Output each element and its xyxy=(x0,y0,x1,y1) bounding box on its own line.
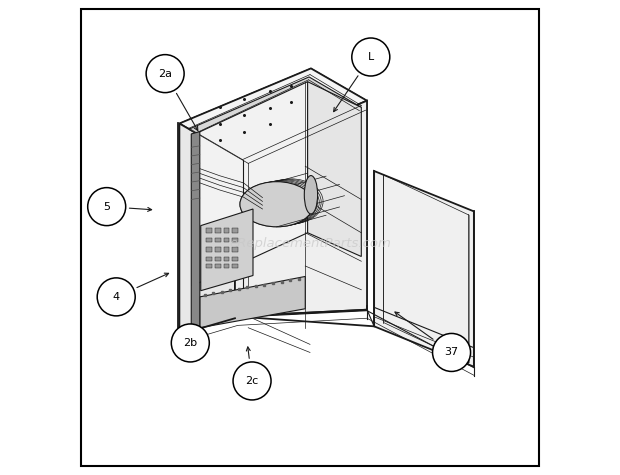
Ellipse shape xyxy=(240,182,314,227)
Circle shape xyxy=(97,278,135,316)
Text: 4: 4 xyxy=(113,292,120,302)
Bar xyxy=(232,256,238,261)
Text: eReplacementParts.com: eReplacementParts.com xyxy=(229,237,391,250)
Circle shape xyxy=(233,362,271,400)
Bar xyxy=(224,228,229,233)
Bar xyxy=(215,256,221,261)
Circle shape xyxy=(352,38,390,76)
Polygon shape xyxy=(191,132,200,335)
Bar xyxy=(206,228,212,233)
Bar xyxy=(215,238,221,242)
Bar xyxy=(206,238,212,242)
Bar xyxy=(224,256,229,261)
Text: L: L xyxy=(368,52,374,62)
Circle shape xyxy=(146,55,184,93)
Polygon shape xyxy=(201,209,253,291)
Bar xyxy=(206,247,212,252)
Bar xyxy=(232,228,238,233)
Text: 37: 37 xyxy=(445,347,459,358)
Bar xyxy=(215,247,221,252)
Polygon shape xyxy=(192,82,308,286)
Text: 2a: 2a xyxy=(158,68,172,79)
Text: 5: 5 xyxy=(103,201,110,212)
Polygon shape xyxy=(374,171,474,367)
Bar xyxy=(224,238,229,242)
Circle shape xyxy=(171,324,210,362)
Bar xyxy=(232,247,238,252)
Bar xyxy=(206,256,212,261)
Polygon shape xyxy=(235,101,367,316)
Circle shape xyxy=(433,333,471,371)
Bar xyxy=(224,247,229,252)
Bar xyxy=(232,238,238,242)
Polygon shape xyxy=(179,124,235,332)
Text: 2c: 2c xyxy=(246,376,259,386)
Bar xyxy=(215,228,221,233)
Bar xyxy=(224,264,229,268)
Circle shape xyxy=(87,188,126,226)
Bar xyxy=(206,264,212,268)
Polygon shape xyxy=(179,68,311,332)
Polygon shape xyxy=(200,276,305,328)
Polygon shape xyxy=(308,82,361,256)
Polygon shape xyxy=(179,68,367,156)
Bar xyxy=(232,264,238,268)
Bar xyxy=(215,264,221,268)
Polygon shape xyxy=(311,68,367,310)
Text: 2b: 2b xyxy=(184,338,197,348)
Ellipse shape xyxy=(304,176,317,214)
Polygon shape xyxy=(189,77,361,160)
